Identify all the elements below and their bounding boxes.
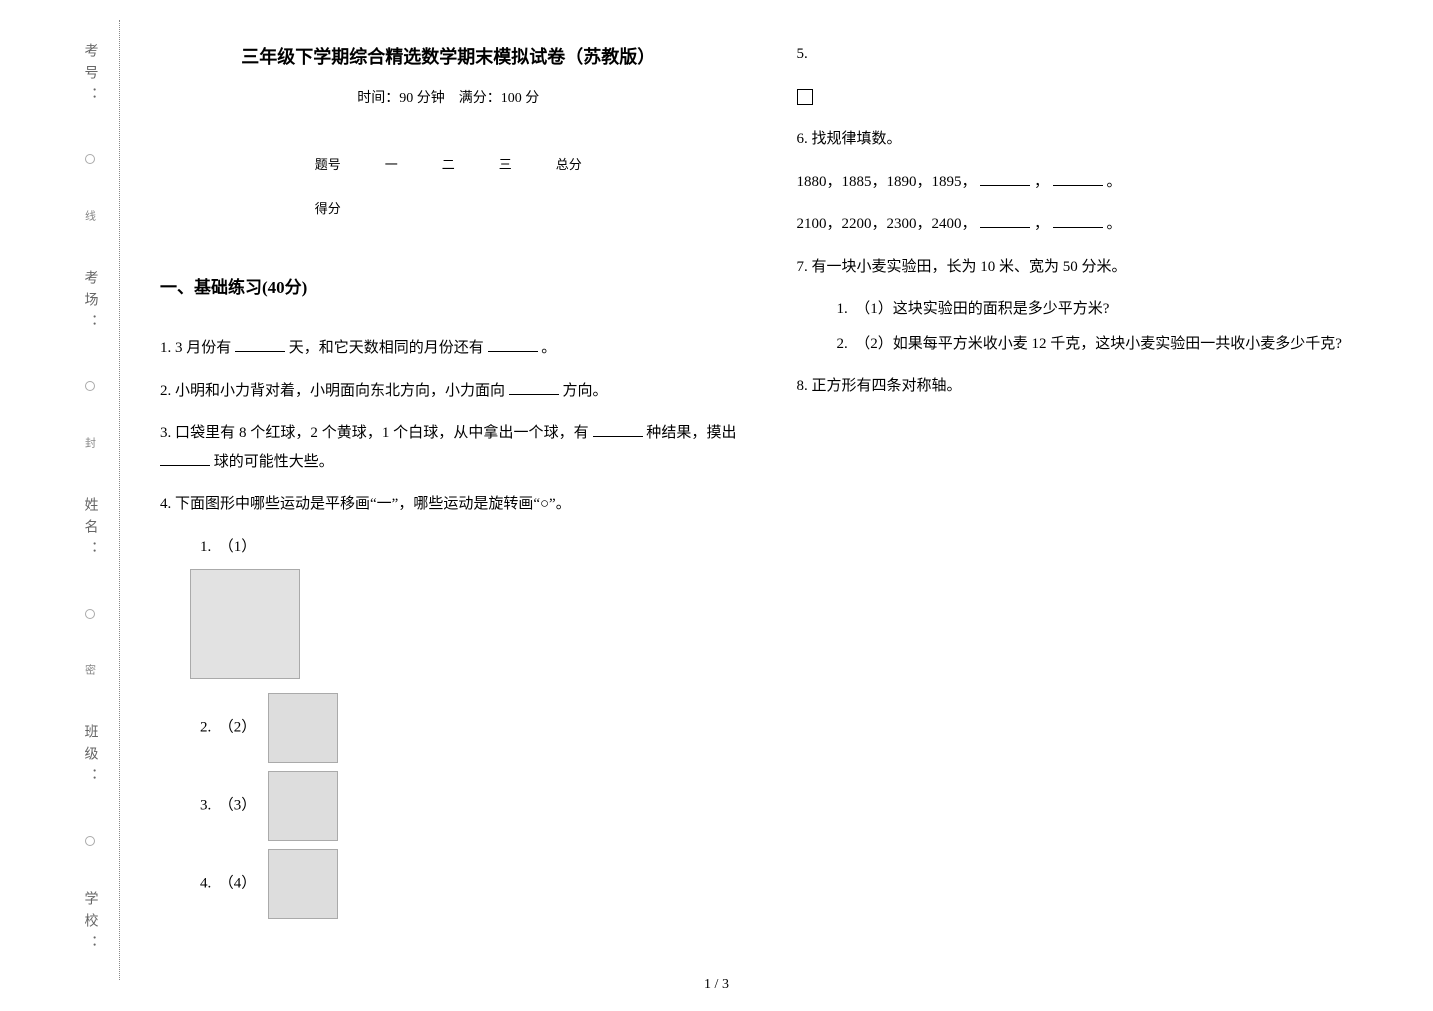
question-3: 3. 口袋里有 8 个红球，2 个黄球，1 个白球，从中拿出一个球，有 种结果，… — [160, 419, 737, 476]
q4-sub-2-label: 2. （2） — [200, 720, 256, 736]
sidebar-label-room: 考场： — [80, 270, 100, 336]
q7-sub-2: 2. （2）如果每平方米收小麦 12 千克，这块小麦实验田一共收小麦多少千克? — [837, 330, 1374, 359]
punch-hole-icon — [85, 154, 95, 164]
q5-checkbox-row — [797, 83, 1374, 112]
fill-blank[interactable] — [509, 380, 559, 395]
sidebar-label-class: 班级： — [80, 724, 100, 790]
section-1-heading: 一、基础练习(40分) — [160, 272, 737, 304]
fill-blank[interactable] — [160, 451, 210, 466]
fill-blank[interactable] — [488, 337, 538, 352]
q6-line-2: 2100，2200，2300，2400， ， 。 — [797, 210, 1374, 239]
score-header-label: 题号 — [293, 143, 363, 188]
score-value-row: 得分 — [293, 187, 604, 232]
q6-l2-a: 2100，2200，2300，2400， — [797, 216, 977, 232]
question-7: 7. 有一块小麦实验田，长为 10 米、宽为 50 分米。 — [797, 253, 1374, 282]
page-subtitle: 时间：90 分钟 满分：100 分 — [160, 86, 737, 113]
q1-text-c: 。 — [541, 340, 556, 356]
sidebar-label-name: 姓名： — [80, 497, 100, 563]
q3-text-a: 3. 口袋里有 8 个红球，2 个黄球，1 个白球，从中拿出一个球，有 — [160, 425, 589, 441]
figure-placeholder-2 — [268, 693, 338, 763]
question-5: 5. — [797, 40, 1374, 69]
q2-text-a: 2. 小明和小力背对着，小明面向东北方向，小力面向 — [160, 383, 505, 399]
punch-hole-icon — [85, 609, 95, 619]
sidebar-dot-mi: 密 — [82, 664, 98, 679]
q3-text-b: 种结果，摸出 — [646, 425, 736, 441]
score-header-col2: 二 — [420, 143, 477, 188]
q2-text-b: 方向。 — [563, 383, 608, 399]
q6-l2-c: 。 — [1107, 216, 1122, 232]
score-header-row: 题号 一 二 三 总分 — [293, 143, 604, 188]
fill-blank[interactable] — [980, 171, 1030, 186]
q6-l1-a: 1880，1885，1890，1895， — [797, 174, 977, 190]
page-title: 三年级下学期综合精选数学期末模拟试卷（苏教版） — [160, 40, 737, 74]
score-header-total: 总分 — [534, 143, 604, 188]
score-cell — [420, 187, 477, 232]
q4-sub-3: 3. （3） — [200, 771, 737, 841]
score-cell — [477, 187, 534, 232]
score-row-label: 得分 — [293, 187, 363, 232]
fill-blank[interactable] — [593, 422, 643, 437]
score-cell — [363, 187, 420, 232]
q4-sub-4-label: 4. （4） — [200, 876, 256, 892]
q4-sub-1: 1. （1） — [200, 533, 737, 562]
q1-text-b: 天，和它天数相同的月份还有 — [289, 340, 484, 356]
q6-l2-b: ， — [1034, 216, 1049, 232]
page-content: 三年级下学期综合精选数学期末模拟试卷（苏教版） 时间：90 分钟 满分：100 … — [160, 40, 1373, 951]
punch-hole-icon — [85, 836, 95, 846]
question-1: 1. 3 月份有 天，和它天数相同的月份还有 。 — [160, 334, 737, 363]
q4-sub-4: 4. （4） — [200, 849, 737, 919]
q6-line-1: 1880，1885，1890，1895， ， 。 — [797, 168, 1374, 197]
score-table: 题号 一 二 三 总分 得分 — [293, 143, 604, 232]
sidebar-label-examno: 考号： — [80, 43, 100, 109]
figure-placeholder-4 — [268, 849, 338, 919]
binding-sidebar: 考号： 线 考场： 封 姓名： 密 班级： 学校： — [60, 20, 120, 980]
question-4: 4. 下面图形中哪些运动是平移画“一”，哪些运动是旋转画“○”。 — [160, 490, 737, 519]
q4-sub-3-label: 3. （3） — [200, 798, 256, 814]
fill-blank[interactable] — [235, 337, 285, 352]
q6-l1-b: ， — [1034, 174, 1049, 190]
fill-blank[interactable] — [980, 213, 1030, 228]
q3-text-c: 球的可能性大些。 — [214, 454, 334, 470]
fill-blank[interactable] — [1053, 213, 1103, 228]
sidebar-label-school: 学校： — [80, 891, 100, 957]
q6-l1-c: 。 — [1107, 174, 1122, 190]
fill-blank[interactable] — [1053, 171, 1103, 186]
header-block: 三年级下学期综合精选数学期末模拟试卷（苏教版） 时间：90 分钟 满分：100 … — [160, 40, 737, 232]
question-2: 2. 小明和小力背对着，小明面向东北方向，小力面向 方向。 — [160, 377, 737, 406]
sidebar-dot-xian: 线 — [82, 210, 98, 225]
q4-sub-2: 2. （2） — [200, 693, 737, 763]
checkbox-icon[interactable] — [797, 89, 813, 105]
score-header-col1: 一 — [363, 143, 420, 188]
q7-sub-1: 1. （1）这块实验田的面积是多少平方米? — [837, 295, 1374, 324]
punch-hole-icon — [85, 381, 95, 391]
score-cell — [534, 187, 604, 232]
figure-placeholder-3 — [268, 771, 338, 841]
page-number: 1 / 3 — [704, 977, 729, 993]
sidebar-dot-feng: 封 — [82, 437, 98, 452]
figure-placeholder-1 — [190, 569, 300, 679]
question-8: 8. 正方形有四条对称轴。 — [797, 372, 1374, 401]
question-6: 6. 找规律填数。 — [797, 125, 1374, 154]
score-header-col3: 三 — [477, 143, 534, 188]
q1-text-a: 1. 3 月份有 — [160, 340, 231, 356]
